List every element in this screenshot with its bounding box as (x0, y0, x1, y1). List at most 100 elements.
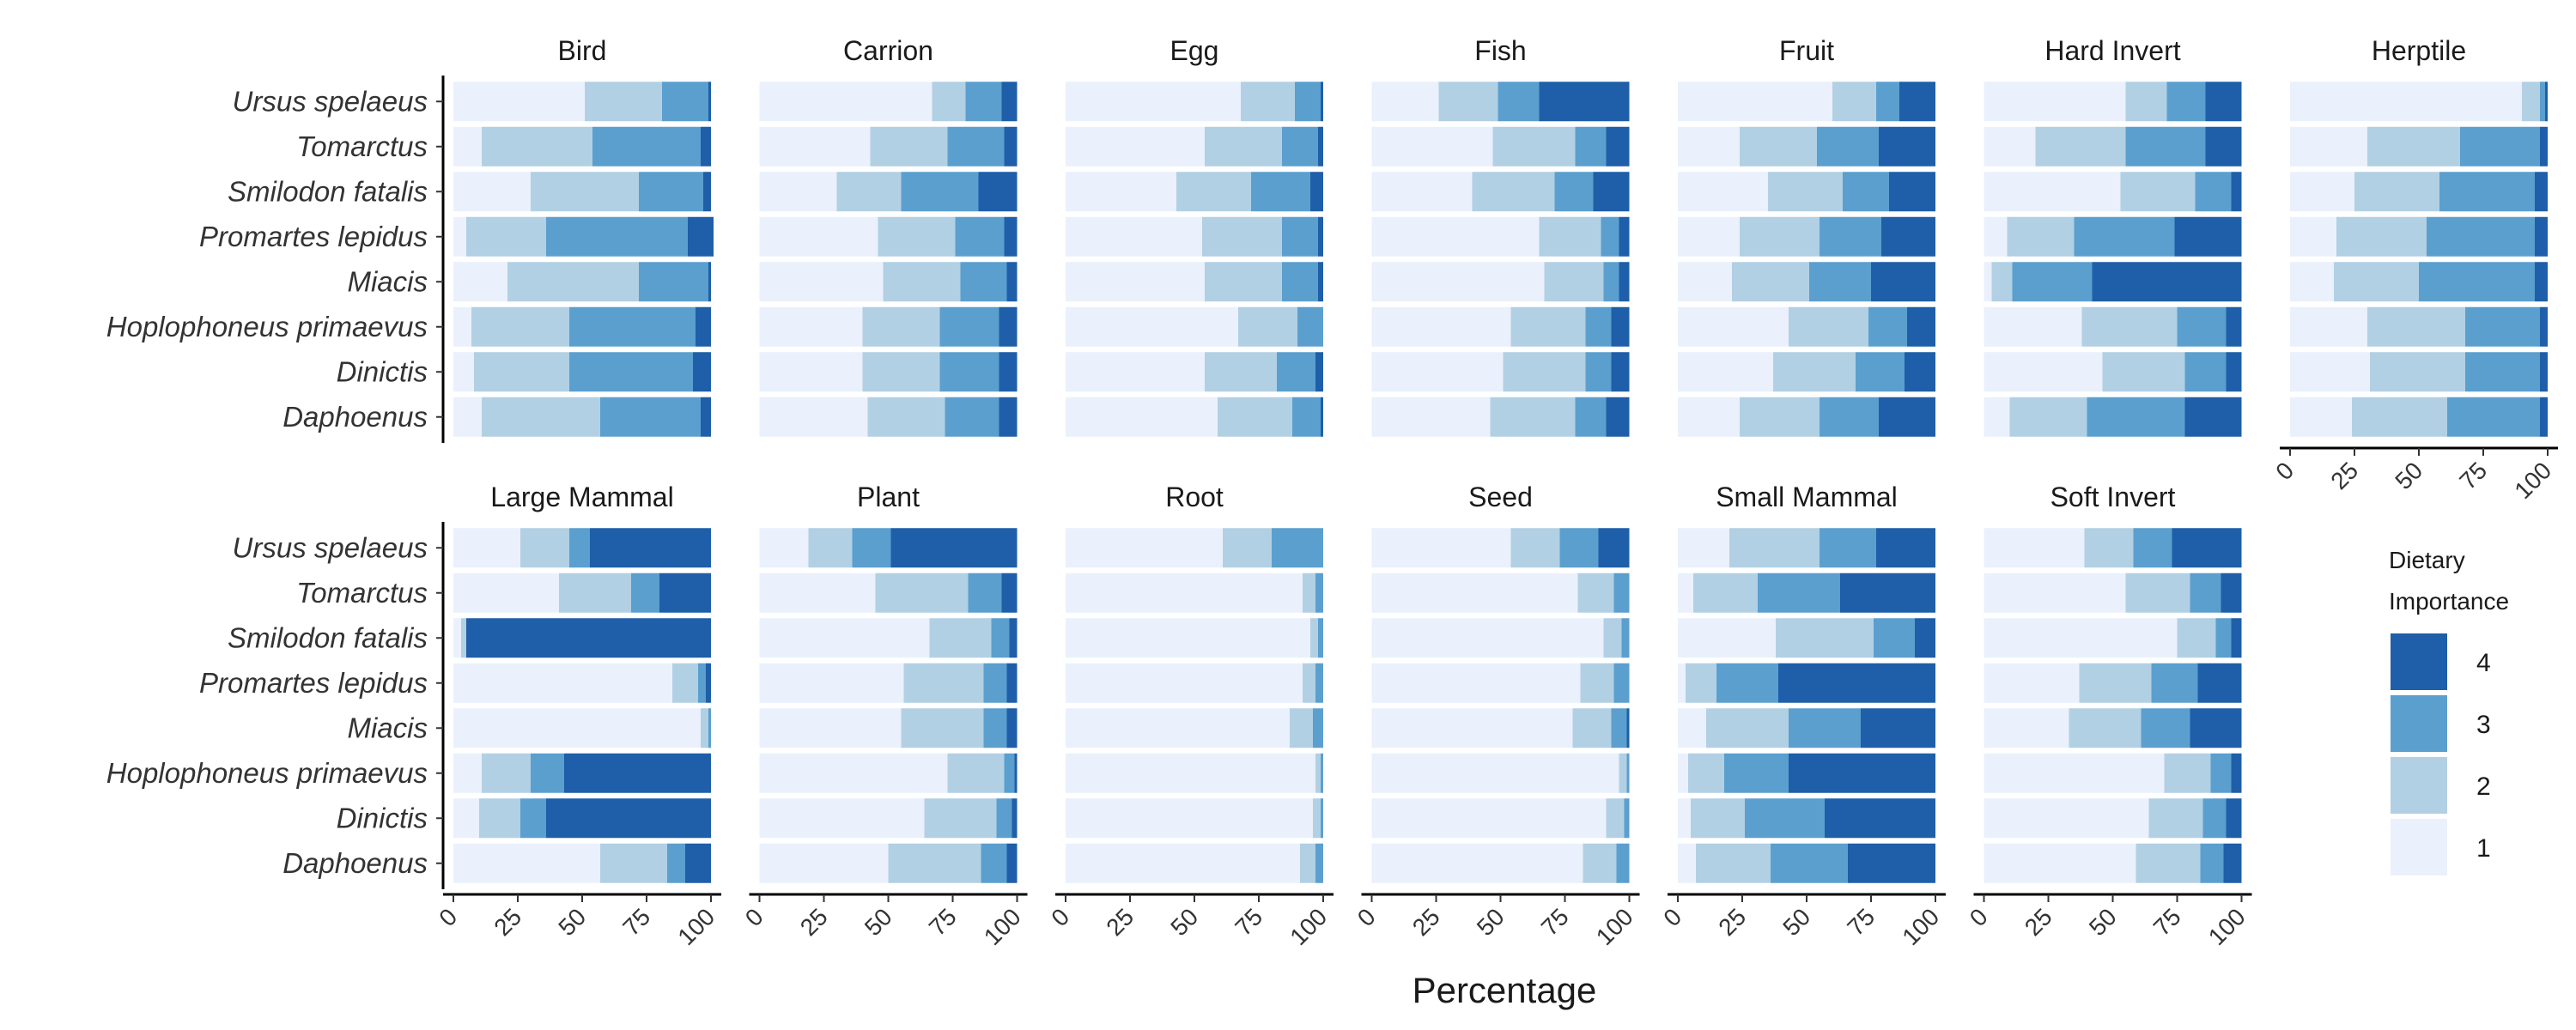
row-label-daphoenus: Daphoenus (283, 401, 428, 433)
x-tick-label-soft-invert-50: 50 (2084, 903, 2122, 941)
bar-fruit-miacis-level-3 (1809, 262, 1871, 302)
bar-fruit-daphoenus-level-2 (1740, 397, 1820, 437)
bar-large-mammal-hoplophoneus-primaevus-level-2 (482, 753, 531, 793)
bar-carrion-promartes-lepidus-level-1 (759, 216, 878, 257)
bar-bird-miacis-level-4 (708, 262, 711, 302)
facet-title-bird: Bird (558, 35, 607, 66)
bar-egg-daphoenus-level-4 (1321, 397, 1323, 437)
bar-fish-smilodon-fatalis-level-1 (1371, 172, 1473, 212)
bar-small-mammal-tomarctus-level-4 (1840, 573, 1935, 613)
bar-hard-invert-dinictis-level-4 (2226, 352, 2242, 392)
bar-carrion-smilodon-fatalis-level-1 (759, 172, 837, 212)
bar-egg-promartes-lepidus-level-3 (1282, 216, 1318, 257)
bar-root-ursus-spelaeus-level-3 (1272, 528, 1323, 568)
bar-large-mammal-smilodon-fatalis-level-2 (461, 618, 466, 658)
bar-soft-invert-ursus-spelaeus-level-2 (2084, 528, 2134, 568)
bar-egg-daphoenus-level-2 (1218, 397, 1292, 437)
bar-plant-promartes-lepidus-level-3 (983, 663, 1007, 703)
bar-fish-miacis-level-1 (1371, 262, 1545, 302)
bar-large-mammal-promartes-lepidus-level-3 (698, 663, 706, 703)
bar-carrion-tomarctus-level-1 (759, 126, 871, 167)
bar-fruit-dinictis-level-4 (1905, 352, 1935, 392)
bar-hard-invert-tomarctus-level-1 (1984, 126, 2036, 167)
bar-herptile-hoplophoneus-primaevus-level-2 (2367, 306, 2465, 347)
facet-large-mammal: Large Mammal 0 25 50 75 100 (434, 482, 721, 950)
x-tick-label-soft-invert-25: 25 (2020, 903, 2057, 941)
row-label-dinictis: Dinictis (337, 802, 428, 833)
bar-plant-miacis-level-1 (759, 708, 902, 748)
bar-carrion-dinictis-level-2 (862, 352, 940, 392)
row-label-promartes-lepidus: Promartes lepidus (199, 667, 428, 699)
bar-soft-invert-miacis-level-1 (1984, 708, 2069, 748)
bar-fish-ursus-spelaeus-level-2 (1438, 82, 1498, 122)
bar-fruit-smilodon-fatalis-level-4 (1889, 172, 1935, 212)
bar-carrion-daphoenus-level-1 (759, 397, 868, 437)
bar-small-mammal-smilodon-fatalis-level-3 (1874, 618, 1915, 658)
bar-carrion-ursus-spelaeus-level-1 (759, 82, 933, 122)
row-label-smilodon-fatalis: Smilodon fatalis (228, 621, 428, 653)
bar-fruit-hoplophoneus-primaevus-level-3 (1868, 306, 1907, 347)
bar-large-mammal-daphoenus-level-1 (453, 843, 600, 883)
bar-carrion-hoplophoneus-primaevus-level-3 (939, 306, 999, 347)
bar-root-tomarctus-level-2 (1303, 573, 1315, 613)
bar-large-mammal-ursus-spelaeus-level-3 (569, 528, 590, 568)
bar-egg-ursus-spelaeus-level-1 (1066, 82, 1241, 122)
bar-large-mammal-daphoenus-level-4 (685, 843, 711, 883)
x-tick-label-plant-0: 0 (740, 903, 769, 931)
bar-root-dinictis-level-1 (1066, 798, 1313, 839)
facet-title-root: Root (1165, 482, 1224, 512)
facet-title-small-mammal: Small Mammal (1716, 482, 1898, 512)
bar-hard-invert-promartes-lepidus-level-2 (2007, 216, 2075, 257)
bar-bird-smilodon-fatalis-level-2 (531, 172, 639, 212)
bar-carrion-miacis-level-4 (1006, 262, 1018, 302)
bar-small-mammal-ursus-spelaeus-level-2 (1729, 528, 1820, 568)
bar-small-mammal-ursus-spelaeus-level-4 (1876, 528, 1935, 568)
bar-small-mammal-miacis-level-1 (1678, 708, 1706, 748)
bar-herptile-promartes-lepidus-level-1 (2290, 216, 2336, 257)
bar-fish-daphoenus-level-2 (1490, 397, 1576, 437)
bar-carrion-hoplophoneus-primaevus-level-4 (999, 306, 1018, 347)
x-tick-label-seed-75: 75 (1536, 903, 1574, 941)
x-tick-label-soft-invert-75: 75 (2148, 903, 2186, 941)
legend: Dietary Importance 4 3 2 1 (2389, 547, 2509, 876)
bar-herptile-ursus-spelaeus-level-2 (2522, 82, 2540, 122)
bar-root-daphoenus-level-2 (1300, 843, 1315, 883)
bar-seed-tomarctus-level-2 (1577, 573, 1614, 613)
bar-fruit-miacis-level-4 (1871, 262, 1935, 302)
bar-fruit-hoplophoneus-primaevus-level-2 (1789, 306, 1868, 347)
bar-seed-miacis-level-1 (1371, 708, 1573, 748)
bar-fish-dinictis-level-1 (1371, 352, 1504, 392)
x-tick-label-small-mammal-100: 100 (1897, 903, 1944, 950)
bar-root-miacis-level-2 (1290, 708, 1313, 748)
bar-plant-smilodon-fatalis-level-1 (759, 618, 930, 658)
facet-soft-invert: Soft Invert 0 25 50 75 100 (1965, 482, 2252, 950)
bar-plant-dinictis-level-2 (924, 798, 997, 839)
bar-seed-dinictis-level-2 (1606, 798, 1625, 839)
bar-bird-miacis-level-2 (507, 262, 639, 302)
bar-root-smilodon-fatalis-level-3 (1318, 618, 1323, 658)
bar-egg-promartes-lepidus-level-4 (1318, 216, 1323, 257)
bar-fruit-tomarctus-level-4 (1879, 126, 1935, 167)
x-tick-label-small-mammal-75: 75 (1842, 903, 1880, 941)
bar-hard-invert-miacis-level-3 (2012, 262, 2093, 302)
bar-herptile-dinictis-level-2 (2370, 352, 2465, 392)
facet-title-plant: Plant (857, 482, 920, 512)
bar-herptile-daphoenus-level-1 (2290, 397, 2352, 437)
bar-fruit-ursus-spelaeus-level-3 (1876, 82, 1899, 122)
bar-fruit-hoplophoneus-primaevus-level-1 (1678, 306, 1789, 347)
bar-large-mammal-tomarctus-level-4 (659, 573, 711, 613)
facet-title-seed: Seed (1468, 482, 1533, 512)
bar-soft-invert-daphoenus-level-3 (2200, 843, 2224, 883)
bar-egg-dinictis-level-2 (1205, 352, 1277, 392)
bar-bird-dinictis-level-2 (474, 352, 569, 392)
bar-small-mammal-tomarctus-level-1 (1678, 573, 1693, 613)
bar-bird-dinictis-level-3 (569, 352, 693, 392)
bar-root-promartes-lepidus-level-3 (1315, 663, 1323, 703)
bar-fruit-daphoenus-level-3 (1820, 397, 1879, 437)
bar-root-dinictis-level-2 (1313, 798, 1321, 839)
bar-fish-hoplophoneus-primaevus-level-4 (1611, 306, 1630, 347)
facet-title-carrion: Carrion (843, 35, 933, 66)
bar-small-mammal-hoplophoneus-primaevus-level-3 (1724, 753, 1789, 793)
bar-soft-invert-ursus-spelaeus-level-3 (2133, 528, 2172, 568)
x-tick-label-herptile-100: 100 (2509, 457, 2556, 504)
